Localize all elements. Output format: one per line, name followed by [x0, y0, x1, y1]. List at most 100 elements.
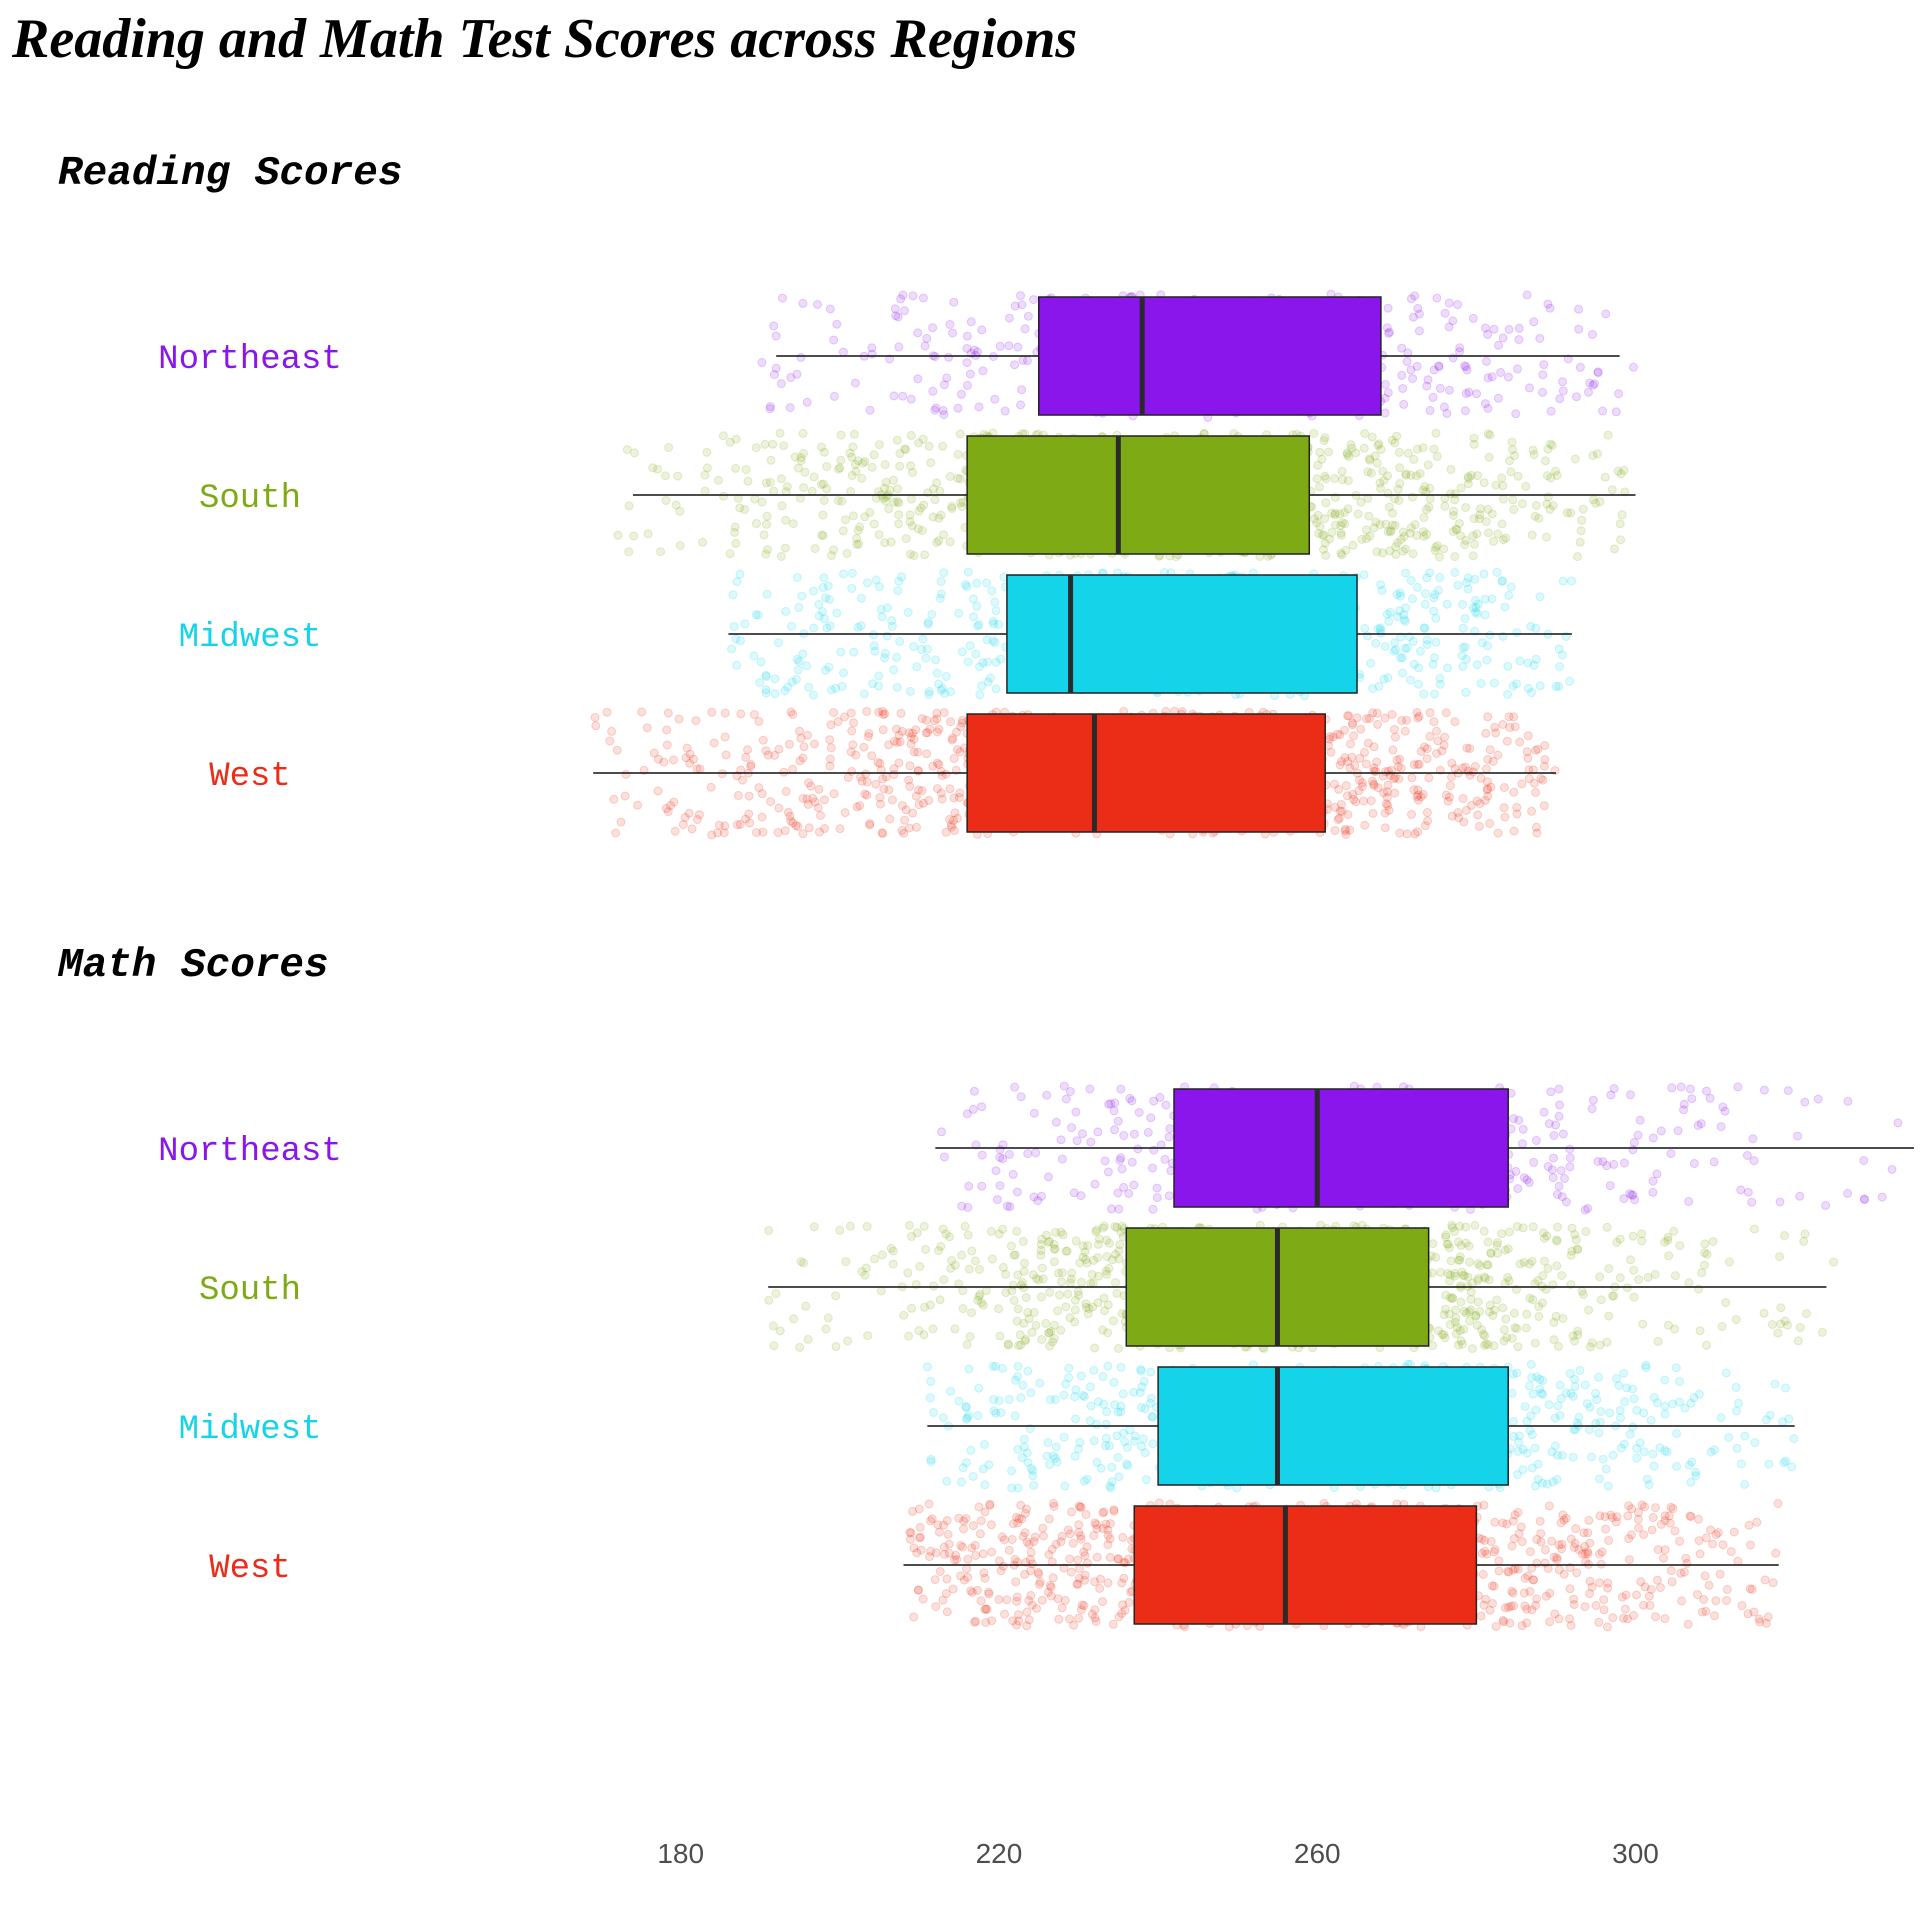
data-point [1442, 599, 1452, 609]
data-point [1100, 1306, 1109, 1316]
data-point [1619, 1158, 1629, 1168]
data-point [947, 504, 957, 513]
data-point [972, 578, 982, 588]
data-point [1596, 1295, 1606, 1305]
data-point [1330, 508, 1340, 518]
category-label: Midwest [179, 619, 322, 657]
data-point [1431, 543, 1441, 552]
data-point [1453, 808, 1463, 817]
data-point [1395, 828, 1405, 838]
data-point [1011, 1375, 1020, 1385]
data-point [1603, 1481, 1613, 1491]
data-point [1402, 357, 1412, 366]
data-point [1509, 1114, 1518, 1124]
data-point [1107, 1204, 1116, 1214]
data-point [1467, 1344, 1477, 1354]
data-point [963, 1202, 973, 1212]
data-point [1325, 734, 1334, 744]
data-point [946, 1386, 956, 1396]
data-point [1508, 1369, 1518, 1379]
data-point [1469, 439, 1479, 449]
data-point [968, 1104, 978, 1114]
data-point [1666, 1149, 1676, 1159]
data-point [616, 817, 626, 827]
data-point [932, 727, 942, 737]
data-point [1671, 1363, 1681, 1373]
data-point [1538, 1478, 1548, 1488]
data-point [1026, 1463, 1036, 1473]
data-point [1687, 1094, 1697, 1104]
data-point [743, 745, 752, 755]
data-point [954, 793, 964, 802]
data-point [1553, 1401, 1563, 1411]
data-point [1076, 1371, 1086, 1381]
data-point [1392, 431, 1402, 441]
data-point [826, 743, 836, 753]
box-group-south: South [199, 1220, 1839, 1354]
data-point [949, 754, 959, 763]
data-point [1412, 361, 1422, 371]
data-point [1554, 681, 1564, 691]
data-point [1699, 1260, 1709, 1270]
data-point [1445, 792, 1454, 802]
data-point [730, 522, 740, 532]
data-point [1527, 1256, 1537, 1266]
data-point [1353, 509, 1363, 519]
data-point [1483, 712, 1493, 722]
data-point [1342, 448, 1352, 458]
data-point [771, 363, 781, 373]
data-point [869, 450, 879, 460]
data-point [1016, 400, 1026, 410]
data-point [826, 551, 836, 560]
data-point [1394, 447, 1404, 457]
data-point [978, 1464, 988, 1474]
data-point [1029, 1108, 1039, 1118]
data-point [867, 751, 877, 761]
data-point [1593, 449, 1602, 459]
data-point [1422, 505, 1431, 515]
data-point [963, 1230, 973, 1240]
data-point [1679, 1099, 1689, 1109]
data-point [700, 486, 710, 496]
data-point [713, 475, 723, 485]
data-point [675, 506, 685, 516]
data-point [1510, 722, 1520, 732]
data-point [1378, 548, 1388, 558]
data-point [1382, 323, 1392, 333]
category-label: Midwest [179, 1411, 322, 1449]
data-point [1401, 544, 1411, 554]
data-point [1391, 542, 1401, 552]
data-point [819, 795, 829, 805]
data-point [935, 1295, 945, 1305]
data-point [1519, 1173, 1529, 1183]
data-point [881, 496, 891, 506]
category-label: South [199, 480, 301, 518]
data-point [1013, 1362, 1023, 1371]
data-point [1513, 364, 1522, 374]
data-point [785, 403, 795, 413]
data-point [918, 634, 928, 644]
data-point [729, 622, 739, 631]
data-point [853, 622, 863, 632]
data-point [931, 655, 941, 665]
data-point [789, 1314, 799, 1324]
data-point [944, 352, 954, 362]
data-point [947, 501, 957, 511]
data-point [1893, 1118, 1903, 1128]
data-point [1460, 361, 1469, 371]
data-point [1037, 1292, 1046, 1302]
data-point [1463, 479, 1473, 489]
data-point [1437, 746, 1447, 756]
data-point [1028, 1471, 1038, 1481]
data-point [1648, 1176, 1658, 1186]
data-point [850, 378, 860, 388]
data-point [835, 824, 845, 834]
data-point [936, 1241, 946, 1251]
data-point [1603, 430, 1613, 440]
data-point [922, 749, 932, 759]
data-point [1406, 294, 1416, 304]
data-point [862, 790, 872, 800]
data-point [852, 534, 862, 543]
data-point [1499, 783, 1509, 792]
data-point [1544, 1400, 1554, 1410]
